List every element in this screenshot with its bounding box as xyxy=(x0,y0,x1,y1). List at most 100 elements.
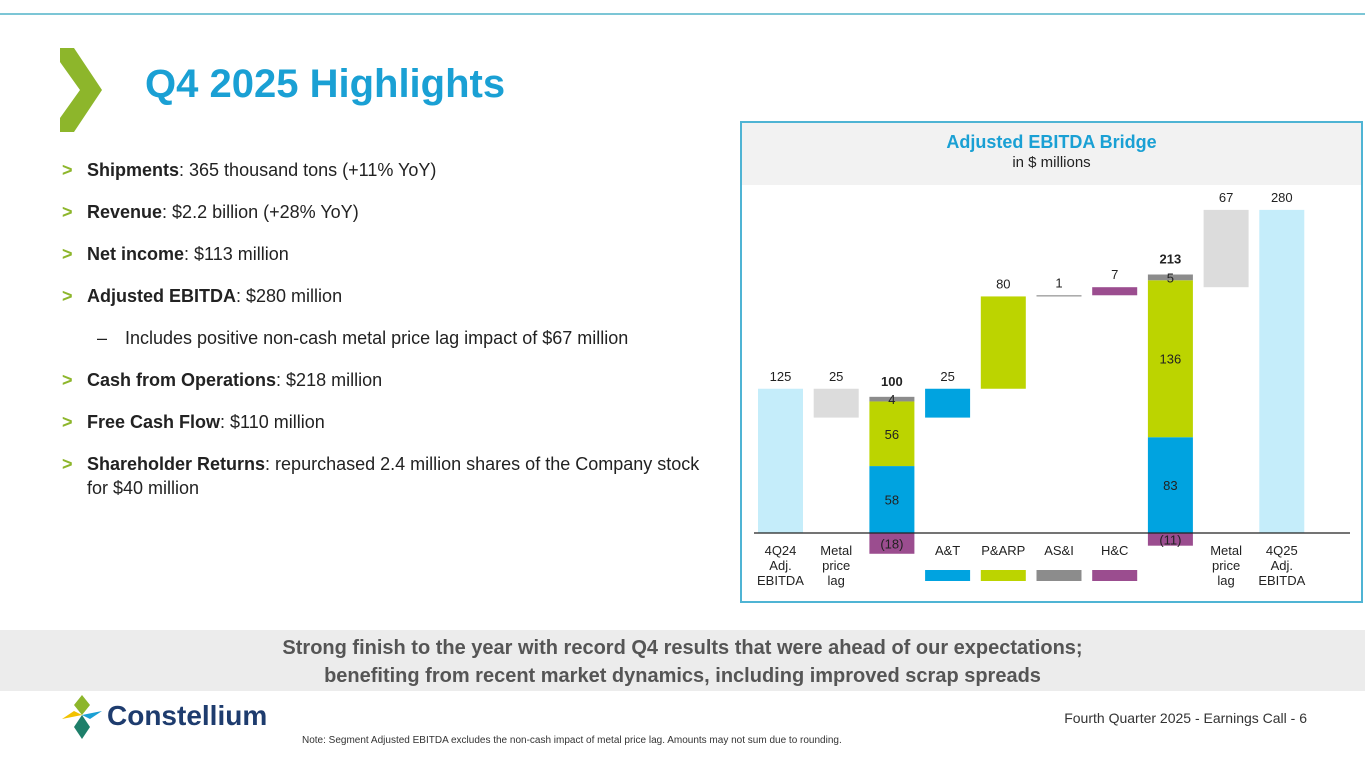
category-label-4q24-adj-ebitda: 4Q24 xyxy=(765,543,797,558)
legend-swatch-a-t xyxy=(925,570,971,581)
bullet-text: : $280 million xyxy=(236,286,343,306)
banner-line-1: Strong finish to the year with record Q4… xyxy=(282,637,1083,659)
category-label-4q25-adj-ebitda: EBITDA xyxy=(1258,573,1305,588)
sub-bullet-metal-lag: – Includes positive non-cash metal price … xyxy=(62,326,722,350)
chevron-logo-icon xyxy=(60,48,102,132)
stack-label-as-i: 5 xyxy=(1167,270,1174,285)
bullet-shipments: > Shipments: 365 thousand tons (+11% YoY) xyxy=(62,158,722,182)
bullet-marker: > xyxy=(62,160,73,180)
bridge-plot: 125 25 (18) 58 56 4 100 25 80 1 7 (11) 83 136 5 213 67 28… xyxy=(754,190,1350,588)
top-rule xyxy=(0,13,1365,15)
bullet-bold: Adjusted EBITDA xyxy=(87,286,237,306)
category-label-a-t: A&T xyxy=(935,543,960,558)
bullet-marker: > xyxy=(62,286,73,306)
bullet-free-cash-flow: > Free Cash Flow: $110 million xyxy=(62,410,722,434)
legend-swatch-p-arp xyxy=(980,570,1026,581)
stack-label-h-c: (11) xyxy=(1159,532,1181,547)
bar-h-c xyxy=(1092,287,1138,296)
stack-bar-as-i xyxy=(869,396,915,402)
category-label-metal-price-lag: lag xyxy=(1217,573,1234,588)
bullet-marker: > xyxy=(62,244,73,264)
chart-title: Adjusted EBITDA Bridge xyxy=(946,132,1157,152)
footnote: Note: Segment Adjusted EBITDA excludes t… xyxy=(302,735,842,746)
bullet-net-income: > Net income: $113 million xyxy=(62,242,722,266)
stack-label-h-c: (18) xyxy=(880,536,903,551)
bullet-shareholder-returns: > Shareholder Returns: repurchased 2.4 mi… xyxy=(62,452,722,500)
highlights-list: > Shipments: 365 thousand tons (+11% YoY)… xyxy=(62,158,722,518)
category-label-metal-price-lag: Metal xyxy=(820,543,852,558)
stack-bar-a-t xyxy=(1147,437,1193,533)
sub-bullet-marker: – xyxy=(97,328,108,348)
stack-bar-p-arp xyxy=(869,401,915,467)
category-label-metal-price-lag: lag xyxy=(828,573,845,588)
stack-label-a-t: 83 xyxy=(1163,478,1177,493)
category-label-as-i: AS&I xyxy=(1044,543,1074,558)
logo-wordmark: Constellium xyxy=(107,700,268,731)
stack-bar-a-t xyxy=(869,466,915,533)
stack-bar-h-c xyxy=(869,533,915,554)
bar-as-i xyxy=(1036,295,1082,297)
bullet-bold: Cash from Operations xyxy=(87,370,277,390)
value-label-as-i: 1 xyxy=(1055,275,1062,290)
bar-4q24-adj-ebitda xyxy=(758,388,803,533)
bar-metal-price-lag xyxy=(1203,209,1249,288)
stack-bar-p-arp xyxy=(1147,280,1193,438)
value-label-a-t: 25 xyxy=(940,369,954,384)
bullet-marker: > xyxy=(62,454,73,474)
legend-swatch-h-c xyxy=(1092,570,1138,581)
bullet-text: : $113 million xyxy=(184,244,289,264)
value-label-metal-price-lag: 67 xyxy=(1219,190,1233,205)
page-title: Q4 2025 Highlights xyxy=(145,62,506,106)
category-label-metal-price-lag: Metal xyxy=(1210,543,1242,558)
bullet-bold: Free Cash Flow xyxy=(87,412,221,432)
bullet-text: : 365 thousand tons (+11% YoY) xyxy=(179,160,437,180)
stack-bar-as-i xyxy=(1147,274,1193,281)
category-label-4q25-adj-ebitda: 4Q25 xyxy=(1266,543,1298,558)
category-label-p-arp: P&ARP xyxy=(981,543,1025,558)
chart-subtitle: in $ millions xyxy=(1012,154,1091,171)
bullet-marker: > xyxy=(62,370,73,390)
legend-swatch-as-i xyxy=(1036,570,1082,581)
category-label-h-c: H&C xyxy=(1101,543,1128,558)
stack-label-a-t: 58 xyxy=(885,493,899,508)
value-label-4q24-adj-ebitda: 125 xyxy=(770,369,792,384)
bullet-text: : repurchased 2.4 million shares of the … xyxy=(87,454,700,498)
category-label-4q24-adj-ebitda: EBITDA xyxy=(757,573,804,588)
bullet-bold: Net income xyxy=(87,244,185,264)
bullet-text: : $2.2 billion (+28% YoY) xyxy=(162,202,359,222)
ebitda-bridge-chart: Adjusted EBITDA Bridge in $ millions 125… xyxy=(740,121,1363,603)
bar-p-arp xyxy=(980,296,1026,389)
summary-banner: Strong finish to the year with record Q4… xyxy=(0,630,1365,691)
value-label-4q25-adj-ebitda: 280 xyxy=(1271,190,1293,205)
value-label-h-c: 7 xyxy=(1111,267,1118,282)
category-label-metal-price-lag: price xyxy=(822,558,850,573)
value-label-metal-price-lag: 25 xyxy=(829,369,843,384)
stack-bar-h-c xyxy=(1147,533,1193,546)
chart-header: Adjusted EBITDA Bridge in $ millions xyxy=(742,123,1361,185)
category-label-4q25-adj-ebitda: Adj. xyxy=(1271,558,1293,573)
value-label-p-arp: 80 xyxy=(996,276,1010,291)
bullet-cash-operations: > Cash from Operations: $218 million xyxy=(62,368,722,392)
bullet-marker: > xyxy=(62,412,73,432)
banner-line-2: benefiting from recent market dynamics, … xyxy=(324,665,1041,687)
bullet-text: : $218 million xyxy=(276,370,383,390)
stack-label-p-arp: 136 xyxy=(1160,352,1182,367)
stack-label-p-arp: 56 xyxy=(885,427,899,442)
subtotal-label: 100 xyxy=(881,374,903,389)
bar-a-t xyxy=(925,388,971,418)
bullet-bold: Shareholder Returns xyxy=(87,454,266,474)
subtotal-label: 213 xyxy=(1160,252,1182,267)
category-label-metal-price-lag: price xyxy=(1212,558,1240,573)
bar-metal-price-lag xyxy=(813,388,859,418)
bullet-text: : $110 million xyxy=(220,412,325,432)
bullet-bold: Revenue xyxy=(87,202,163,222)
category-label-4q24-adj-ebitda: Adj. xyxy=(769,558,791,573)
stack-label-as-i: 4 xyxy=(888,392,895,407)
footer-page-label: Fourth Quarter 2025 - Earnings Call - 6 xyxy=(1064,710,1307,726)
constellium-logo-icon xyxy=(62,695,102,739)
bullet-marker: > xyxy=(62,202,73,222)
bullet-adjusted-ebitda: > Adjusted EBITDA: $280 million xyxy=(62,284,722,308)
bar-4q25-adj-ebitda xyxy=(1259,209,1305,533)
bullet-revenue: > Revenue: $2.2 billion (+28% YoY) xyxy=(62,200,722,224)
sub-bullet-text: Includes positive non-cash metal price l… xyxy=(125,328,629,348)
